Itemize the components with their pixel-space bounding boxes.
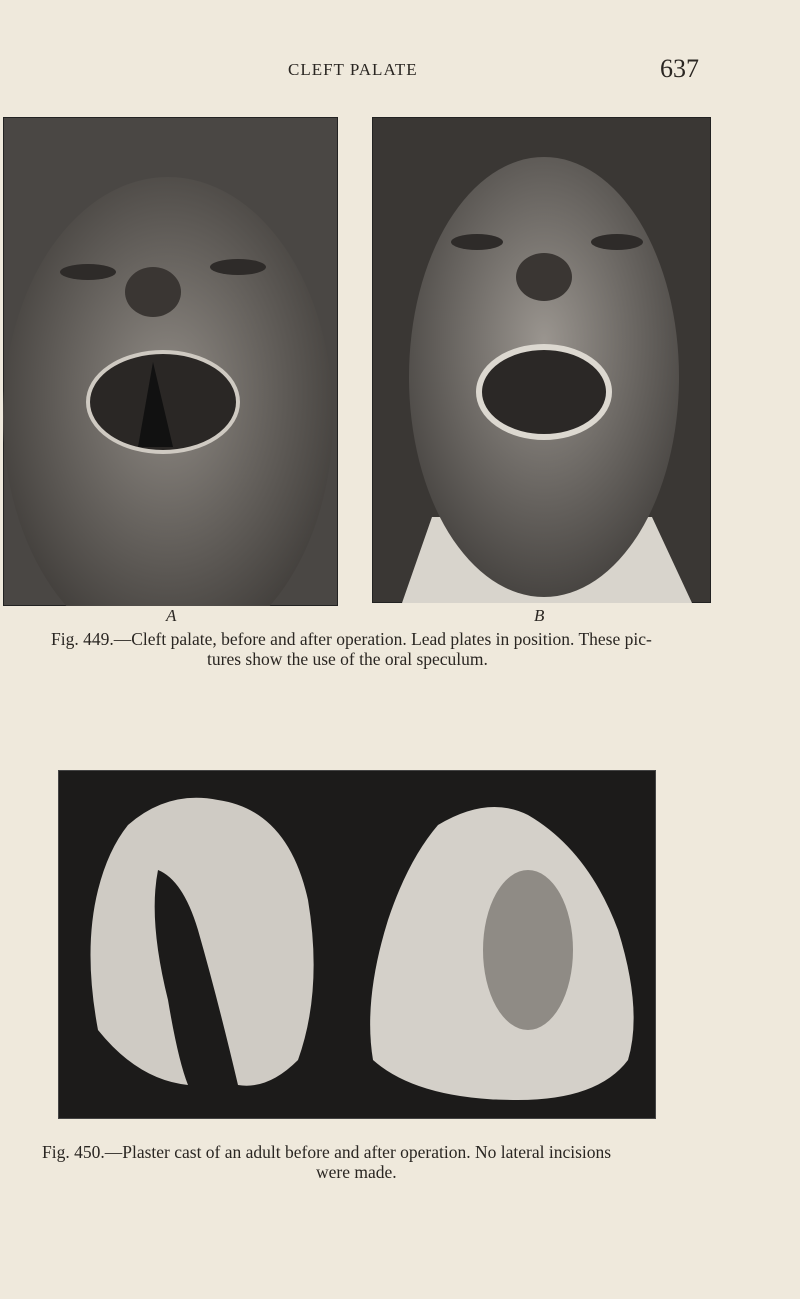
photo-b [372, 117, 711, 603]
caption-line: tures show the use of the oral speculum. [207, 649, 488, 669]
running-header: CLEFT PALATE [288, 60, 418, 79]
caption-line: Fig. 450.—Plaster cast of an adult befor… [42, 1142, 612, 1162]
photo-casts [58, 770, 656, 1119]
panel-label: A [166, 606, 177, 625]
caption-line: Fig. 449.—Cleft palate, before and after… [51, 629, 652, 649]
panel-label: B [534, 606, 545, 625]
caption-line: were made. [316, 1162, 397, 1182]
photo-a [3, 117, 338, 606]
page-number: 637 [660, 54, 699, 83]
